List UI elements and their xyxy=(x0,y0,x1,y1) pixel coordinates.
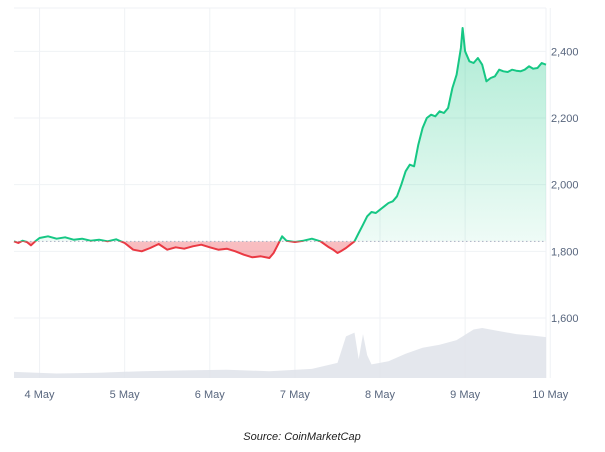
price-line-down xyxy=(13,241,356,259)
x-tick-label: 8 May xyxy=(365,389,395,401)
volume-area xyxy=(14,328,546,378)
y-tick-label: 2,000 xyxy=(551,180,579,192)
fill-below-baseline xyxy=(14,241,355,258)
y-tick-label: 1,600 xyxy=(551,313,579,325)
price-line-up xyxy=(13,27,547,242)
x-tick-label: 4 May xyxy=(25,389,55,401)
x-axis: 4 May 5 May 6 May 7 May 8 May 9 May 10 May xyxy=(25,389,569,401)
volume-area-path xyxy=(14,328,546,378)
fill-above-baseline xyxy=(14,28,546,242)
x-tick-label: 7 May xyxy=(280,389,310,401)
x-tick-label: 5 May xyxy=(110,389,140,401)
y-tick-label: 2,400 xyxy=(551,46,579,58)
price-line xyxy=(13,27,547,259)
price-fill xyxy=(14,28,546,258)
source-caption: Source: CoinMarketCap xyxy=(243,431,360,443)
y-axis: 1,600 1,800 2,000 2,200 2,400 xyxy=(551,46,579,325)
y-tick-label: 1,800 xyxy=(551,246,579,258)
x-tick-label: 10 May xyxy=(532,389,569,401)
y-tick-label: 2,200 xyxy=(551,113,579,125)
x-tick-label: 6 May xyxy=(195,389,225,401)
x-tick-label: 9 May xyxy=(450,389,480,401)
